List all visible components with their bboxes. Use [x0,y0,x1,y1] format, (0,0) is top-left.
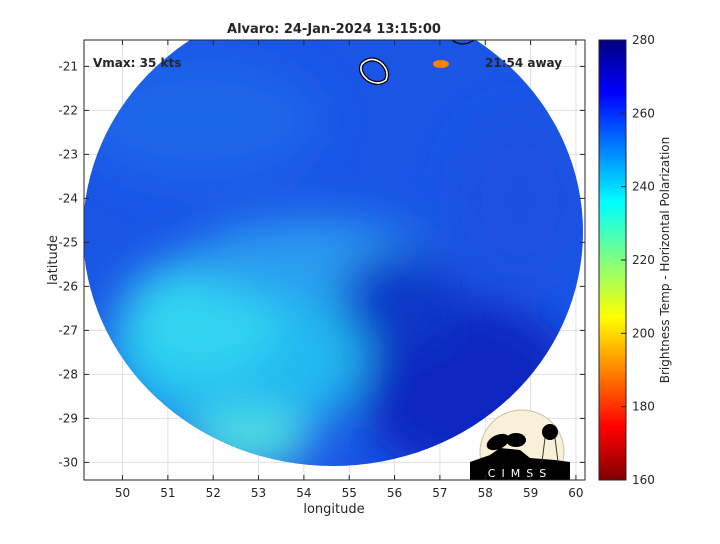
y-axis-label: latitude [46,235,61,285]
colorbar-label: Brightness Temp - Horizontal Polarizatio… [658,137,672,384]
x-tick-label: 57 [432,486,447,500]
colorbar-tick-label: 260 [632,106,655,120]
x-axis: 50 51 52 53 54 55 56 57 58 59 60 [115,40,584,500]
cimss-logo: CIMSS [470,409,570,480]
plot-area: Vmax: 35 kts 21:54 away CIMSS 50 51 52 53 54… [58,39,586,500]
y-tick-label: -30 [58,455,78,469]
y-tick-label: -29 [58,411,78,425]
y-tick-label: -21 [58,59,78,73]
colorbar-tick-label: 200 [632,326,655,340]
x-tick-label: 59 [523,486,538,500]
colorbar-tick-label: 280 [632,33,655,47]
x-tick-label: 60 [568,486,583,500]
vmax-label: Vmax: 35 kts [93,56,181,70]
brightness-temp-swath [84,40,583,466]
x-tick-label: 55 [342,486,357,500]
y-tick-label: -25 [58,235,78,249]
y-tick-label: -26 [58,279,78,293]
y-axis: -21 -22 -23 -24 -25 -26 -27 -28 -29 -30 [58,59,585,469]
x-tick-label: 51 [160,486,175,500]
logo-text: CIMSS [488,467,552,480]
colorbar-tick-label: 180 [632,400,655,414]
x-tick-label: 54 [296,486,311,500]
y-tick-label: -23 [58,147,78,161]
x-tick-label: 58 [478,486,493,500]
x-tick-label: 50 [115,486,130,500]
colorbar-tick-label: 240 [632,180,655,194]
y-tick-label: -24 [58,191,78,205]
x-tick-label: 52 [206,486,221,500]
chart-title: Alvaro: 24-Jan-2024 13:15:00 [227,22,441,37]
y-tick-label: -27 [58,323,78,337]
y-tick-label: -28 [58,367,78,381]
x-tick-label: 53 [251,486,266,500]
colorbar-tick-label: 220 [632,253,655,267]
x-axis-label: longitude [303,502,364,517]
y-tick-label: -22 [58,103,78,117]
colorbar-tick-label: 160 [632,473,655,487]
time-away-label: 21:54 away [485,56,562,70]
storm-contour [358,39,475,85]
x-tick-label: 56 [387,486,402,500]
colorbar: 160 180 200 220 240 260 280 Brightness Temp - … [598,33,672,487]
